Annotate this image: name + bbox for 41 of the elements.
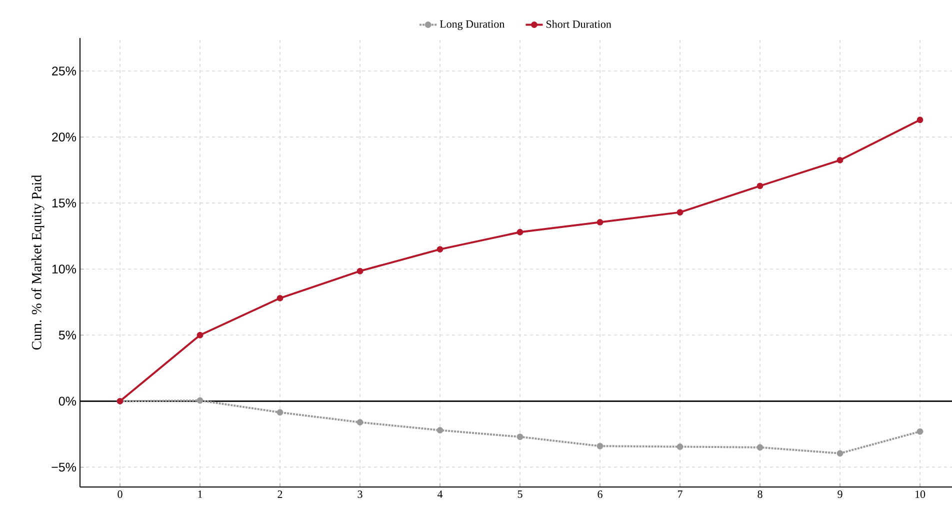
point: [756, 444, 764, 451]
point: [436, 427, 444, 434]
y-tick-label: −5%: [52, 462, 76, 472]
x-tick-label: 8: [758, 490, 762, 498]
x-tick-label: 4: [437, 490, 443, 498]
x-tick-label: 1: [198, 490, 202, 498]
point: [356, 419, 364, 426]
point: [276, 294, 284, 302]
point: [596, 442, 604, 450]
point: [356, 268, 364, 274]
legend-label: Short Duration: [546, 20, 612, 28]
point: [756, 182, 764, 190]
x-tick-label: 5: [518, 490, 522, 498]
point: [516, 434, 524, 440]
point: [516, 228, 524, 236]
point: [196, 332, 204, 338]
y-tick-label: 20%: [52, 132, 76, 142]
point: [676, 209, 684, 216]
y-tick-label: 5%: [58, 330, 76, 340]
x-tick-label: 9: [838, 490, 842, 498]
x-tick-label: 10: [915, 490, 926, 498]
point: [916, 116, 924, 124]
x-tick-label: 0: [118, 490, 122, 498]
y-tick-label: 10%: [52, 264, 76, 274]
x-tick-label: 2: [278, 490, 282, 498]
x-tick-label: 3: [358, 490, 362, 498]
y-tick-label: 15%: [52, 198, 76, 208]
y-axis-title: Cum. % of Market Equity Paid: [31, 174, 44, 350]
point: [916, 428, 924, 435]
x-tick-label: 7: [678, 490, 682, 498]
point: [276, 409, 284, 416]
point: [436, 246, 444, 252]
point: [196, 397, 204, 404]
legend-label: Long Duration: [440, 20, 505, 30]
point: [836, 450, 844, 457]
y-tick-label: 0%: [58, 396, 76, 406]
x-tick-label: 6: [598, 490, 602, 498]
point: [596, 219, 604, 226]
y-tick-label: 25%: [52, 66, 76, 76]
point: [676, 444, 684, 450]
point: [836, 156, 844, 164]
